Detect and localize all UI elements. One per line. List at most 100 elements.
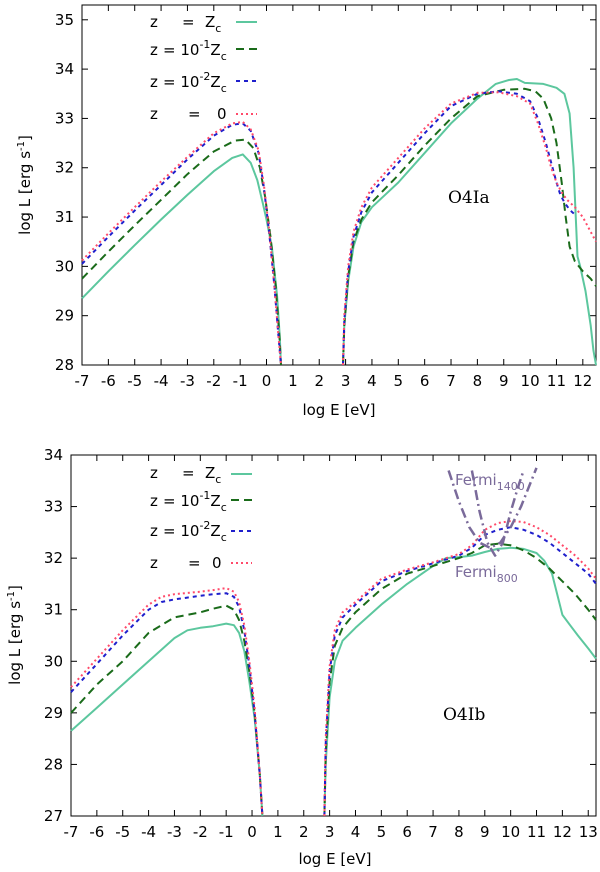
series-line (70, 604, 264, 817)
y-tick-label: 29 (44, 704, 63, 722)
annotation-sub: 800 (497, 572, 518, 585)
y-axis-label-end: ] (16, 135, 34, 141)
legend-sub: c (221, 50, 227, 63)
x-tick-label: 2 (314, 372, 324, 390)
plot-frame (70, 454, 597, 817)
legend-entry: z = 10-1Zc (150, 489, 252, 514)
x-tick-label: 10 (501, 823, 520, 841)
legend-entry: z = 10-1Zc (150, 38, 257, 63)
panel-label: O4Ia (448, 188, 490, 208)
x-tick-label: -5 (127, 372, 142, 390)
x-tick-label: -2 (206, 372, 221, 390)
legend-main: Z (205, 464, 215, 482)
y-ticks: 27 28 29 30 31 32 33 34 (44, 446, 596, 825)
svg-text:z=Zc: z = Zc (150, 13, 221, 35)
annotation-sub: 1400 (497, 480, 525, 493)
annotation-text: Fermi (455, 563, 497, 581)
svg-text:z=0: z = 0 (150, 554, 222, 572)
x-tick-label: -6 (89, 823, 104, 841)
y-tick-label: 33 (55, 109, 74, 127)
plot-frame (81, 4, 597, 366)
series-line (81, 120, 282, 366)
x-tick-label: 0 (247, 823, 257, 841)
series-line (70, 587, 264, 817)
x-tick-label: -3 (167, 823, 182, 841)
legend-eq: = 10 (163, 73, 199, 91)
x-tick-label: -7 (64, 823, 79, 841)
y-tick-label: 28 (44, 755, 63, 773)
svg-text:z= 10-2Zc: z = 10-2Zc (150, 70, 227, 95)
x-tick-label: 4 (351, 823, 361, 841)
svg-text:z=0: z = 0 (150, 105, 227, 123)
legend-eq: = (182, 13, 195, 31)
panel-o4ia: -7 -6 -5 -4 -3 -2 -1 0 1 2 3 4 5 6 7 8 9 10 11 12 282930313… (16, 4, 597, 419)
legend-entry: z = 0 (150, 105, 257, 123)
legend-sup: -2 (199, 70, 210, 83)
x-tick-label: 5 (377, 823, 387, 841)
x-tick-label: 9 (499, 372, 509, 390)
legend-eq: = 10 (163, 522, 199, 540)
x-tick-label: 8 (473, 372, 483, 390)
annotation-text: Fermi (455, 471, 497, 489)
x-tick-label: 10 (521, 372, 540, 390)
legend-main: 0 (212, 554, 222, 572)
legend-pre: z (150, 73, 158, 91)
y-axis-label: log L [erg s-1] (6, 585, 24, 685)
legend-sub: c (221, 501, 227, 514)
y-tick-label: 34 (55, 60, 74, 78)
panel-o4ib: -7 -6 -5 -4 -3 -2 -1 0 1 2 3 4 5 6 7 8 9 10 11 12 13 2728293… (6, 446, 598, 868)
legend-pre: z (150, 492, 158, 510)
x-tick-label: 6 (420, 372, 430, 390)
x-tick-label: -3 (180, 372, 195, 390)
legend-sub: c (215, 22, 221, 35)
legend-main: Z (210, 73, 220, 91)
legend-eq: = 10 (163, 41, 199, 59)
series-line (342, 87, 597, 366)
legend-eq: = 10 (163, 492, 199, 510)
x-tick-label: -4 (154, 372, 169, 390)
y-ticks: 28 29 30 31 32 33 34 35 (55, 11, 596, 374)
series-line (342, 90, 576, 366)
series-line (447, 467, 538, 550)
x-tick-label: 2 (299, 823, 309, 841)
y-tick-label: 32 (55, 159, 74, 177)
series-line (470, 470, 525, 557)
legend-pre: z (150, 522, 158, 540)
y-axis-label-sup: -1 (16, 141, 27, 151)
legend-pre: z (150, 13, 158, 31)
y-tick-label: 29 (55, 307, 74, 325)
x-tick-label: -1 (233, 372, 248, 390)
series-line (81, 122, 282, 366)
series-line (342, 78, 597, 366)
legend-entry: z = Zc (150, 464, 252, 486)
x-tick-label: -4 (141, 823, 156, 841)
y-tick-label: 32 (44, 549, 63, 567)
legend-sub: c (221, 82, 227, 95)
x-tick-label: 0 (262, 372, 272, 390)
legend-pre: z (150, 105, 158, 123)
x-axis-label: log E [eV] (298, 850, 371, 868)
y-tick-label: 33 (44, 498, 63, 516)
legend-entry: z = Zc (150, 13, 257, 35)
series-line (323, 542, 597, 817)
legend-pre: z (150, 41, 158, 59)
legend-main: Z (210, 41, 220, 59)
x-tick-label: 8 (454, 823, 464, 841)
legend-sup: -1 (199, 489, 210, 502)
legend-main: 0 (217, 105, 227, 123)
legend-eq: = (182, 464, 195, 482)
y-tick-label: 34 (44, 446, 63, 464)
legend-main: Z (210, 522, 220, 540)
legend-sup: -2 (199, 519, 210, 532)
x-tick-label: -1 (219, 823, 234, 841)
x-tick-label: 3 (325, 823, 335, 841)
x-ticks: -7 -6 -5 -4 -3 -2 -1 0 1 2 3 4 5 6 7 8 9 10 11 12 13 (64, 455, 598, 841)
series-line (81, 153, 282, 366)
x-tick-label: 3 (341, 372, 351, 390)
x-tick-label: 4 (367, 372, 377, 390)
x-axis-label: log E [eV] (302, 401, 375, 419)
y-axis-label-sup: -1 (6, 591, 17, 601)
x-tick-label: 1 (273, 823, 283, 841)
series-line (70, 622, 264, 817)
x-tick-label: 11 (527, 823, 546, 841)
